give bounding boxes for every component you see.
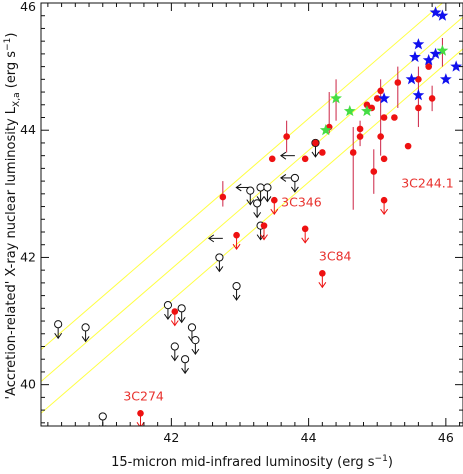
detection-point <box>425 63 432 70</box>
detection-point <box>356 125 364 133</box>
blue-star-point <box>429 6 442 18</box>
non-detection-point <box>177 304 186 313</box>
detection-point <box>391 114 398 121</box>
blue-star-point <box>422 54 435 66</box>
non-detection-point <box>290 173 299 183</box>
blue-star-point <box>450 60 463 72</box>
detection-point <box>349 149 357 156</box>
blue-star-point <box>412 89 425 101</box>
detection-point <box>377 133 384 140</box>
detection-point <box>394 79 402 86</box>
upper-limit-point <box>233 231 240 239</box>
upper-limit-point <box>171 308 179 315</box>
detection-point <box>373 95 381 102</box>
annotation-labels-group: 3C244.1 3C346 3C84 3C274 <box>123 175 453 403</box>
detection-point <box>301 155 309 163</box>
x-tick-label: 46 <box>438 430 454 445</box>
y-tick-label: 42 <box>20 249 36 264</box>
annotation-label: 3C274 <box>123 389 164 404</box>
left-limit-arrow <box>280 151 295 160</box>
y-tick-label: 40 <box>20 377 36 392</box>
fit-line <box>41 48 463 414</box>
detection-point <box>268 155 276 163</box>
plot-frame <box>40 2 463 427</box>
upper-limit-point <box>260 222 268 229</box>
detection-point <box>283 133 290 140</box>
non-detection-point <box>98 412 107 421</box>
x-axis-title: 15-micron mid-infrared luminosity (erg s… <box>111 454 393 470</box>
detection-point <box>404 142 412 150</box>
detection-point <box>356 133 364 140</box>
x-tick-label: 42 <box>163 430 179 445</box>
detection-point <box>415 104 422 112</box>
non-detection-point <box>253 199 262 208</box>
upper-limit-point <box>380 196 388 204</box>
blue-star-point <box>439 73 452 85</box>
detection-point <box>370 168 378 175</box>
green-star-point <box>330 92 342 104</box>
blue-star-point <box>436 9 449 21</box>
non-detection-point <box>170 342 179 351</box>
axis-ticks-group: 42 44 46 40 42 44 46 <box>20 0 463 445</box>
upper-limit-point <box>301 225 309 233</box>
detection-point <box>319 149 326 156</box>
upper-limit-point <box>271 196 278 204</box>
non-detection-point <box>180 355 190 364</box>
green-star-point <box>343 104 356 117</box>
non-detection-point <box>81 323 90 332</box>
detection-point <box>363 101 371 109</box>
green-star-point <box>361 104 373 117</box>
green-star-point <box>319 124 332 136</box>
non-detection-point <box>215 253 224 262</box>
non-detection-point <box>246 186 255 195</box>
non-detection-point <box>256 183 265 192</box>
detection-point <box>377 87 384 95</box>
detection-point <box>415 76 422 83</box>
non-detection-point <box>263 183 272 192</box>
x-tick-label: 44 <box>301 430 317 445</box>
data-marks-group <box>54 6 463 426</box>
detection-point <box>312 139 319 147</box>
fit-line <box>41 3 444 351</box>
left-limit-arrow <box>207 234 223 243</box>
blue-star-point <box>378 92 390 104</box>
green-star-point <box>436 44 449 56</box>
annotation-label: 3C346 <box>281 195 322 210</box>
upper-limit-point <box>137 409 144 417</box>
non-detection-point <box>187 323 197 332</box>
blue-star-point <box>405 73 418 85</box>
upper-limit-point <box>319 270 326 277</box>
non-detection-point <box>54 320 63 329</box>
detection-point <box>380 155 388 163</box>
fit-line <box>41 16 463 382</box>
y-axis-title: 'Accretion-related' X-ray nuclear lumino… <box>3 33 22 400</box>
fit-lines-group <box>41 3 463 414</box>
y-tick-label: 46 <box>20 0 36 14</box>
detection-point <box>380 114 388 121</box>
non-detection-point <box>191 336 200 345</box>
detection-point <box>219 193 227 201</box>
blue-star-point <box>409 50 421 63</box>
blue-star-point <box>412 38 425 50</box>
annotation-label: 3C84 <box>319 249 352 264</box>
detection-point <box>428 95 436 102</box>
y-tick-label: 44 <box>20 122 36 137</box>
annotation-label: 3C244.1 <box>401 175 453 190</box>
blue-star-point <box>429 47 442 59</box>
non-detection-point <box>163 301 173 310</box>
non-detection-point <box>232 281 241 291</box>
